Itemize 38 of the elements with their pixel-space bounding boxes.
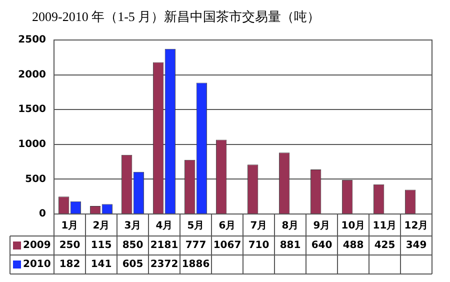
data-label: 488	[342, 240, 364, 252]
x-tick-label: 8月	[282, 220, 299, 232]
data-label: 710	[248, 240, 270, 252]
data-label: 1067	[213, 240, 242, 252]
data-label: 850	[122, 240, 144, 252]
x-tick-label: 12月	[404, 220, 428, 232]
x-tick-label: 10月	[341, 220, 366, 232]
x-tick-label: 1月	[61, 220, 78, 232]
x-tick-label: 4月	[156, 220, 173, 232]
data-label: 182	[59, 259, 80, 270]
data-label: 425	[374, 240, 396, 252]
y-tick-label: 1000	[18, 138, 46, 150]
data-label: 115	[90, 240, 112, 252]
legend-label: 2010	[23, 259, 51, 270]
data-label: 1886	[182, 259, 210, 270]
data-label: 2181	[150, 240, 178, 252]
data-label: 777	[185, 240, 206, 252]
x-tick-label: 3月	[124, 220, 142, 232]
x-tick-label: 6月	[218, 220, 236, 232]
legend-label: 2009	[23, 240, 51, 252]
y-tick-label: 500	[25, 174, 46, 185]
x-tick-label: 7月	[250, 220, 268, 232]
x-tick-label: 5月	[187, 220, 204, 232]
data-label: 250	[59, 240, 80, 252]
data-label: 349	[406, 240, 427, 252]
data-label: 141	[90, 259, 112, 270]
data-label: 605	[122, 259, 144, 270]
data-label: 640	[311, 240, 332, 252]
x-tick-label: 11月	[372, 220, 397, 232]
chart-title: 2009-2010 年（1-5 月）新昌中国茶市交易量（吨）	[31, 8, 322, 26]
y-tick-label: 2500	[18, 34, 46, 46]
y-tick-label: 0	[39, 208, 46, 220]
y-tick-label: 1500	[18, 104, 46, 116]
data-label: 2372	[150, 259, 178, 270]
x-tick-label: 2月	[92, 220, 110, 232]
x-tick-label: 9月	[313, 220, 330, 232]
data-label: 881	[280, 240, 301, 252]
y-tick-label: 2000	[18, 69, 46, 80]
